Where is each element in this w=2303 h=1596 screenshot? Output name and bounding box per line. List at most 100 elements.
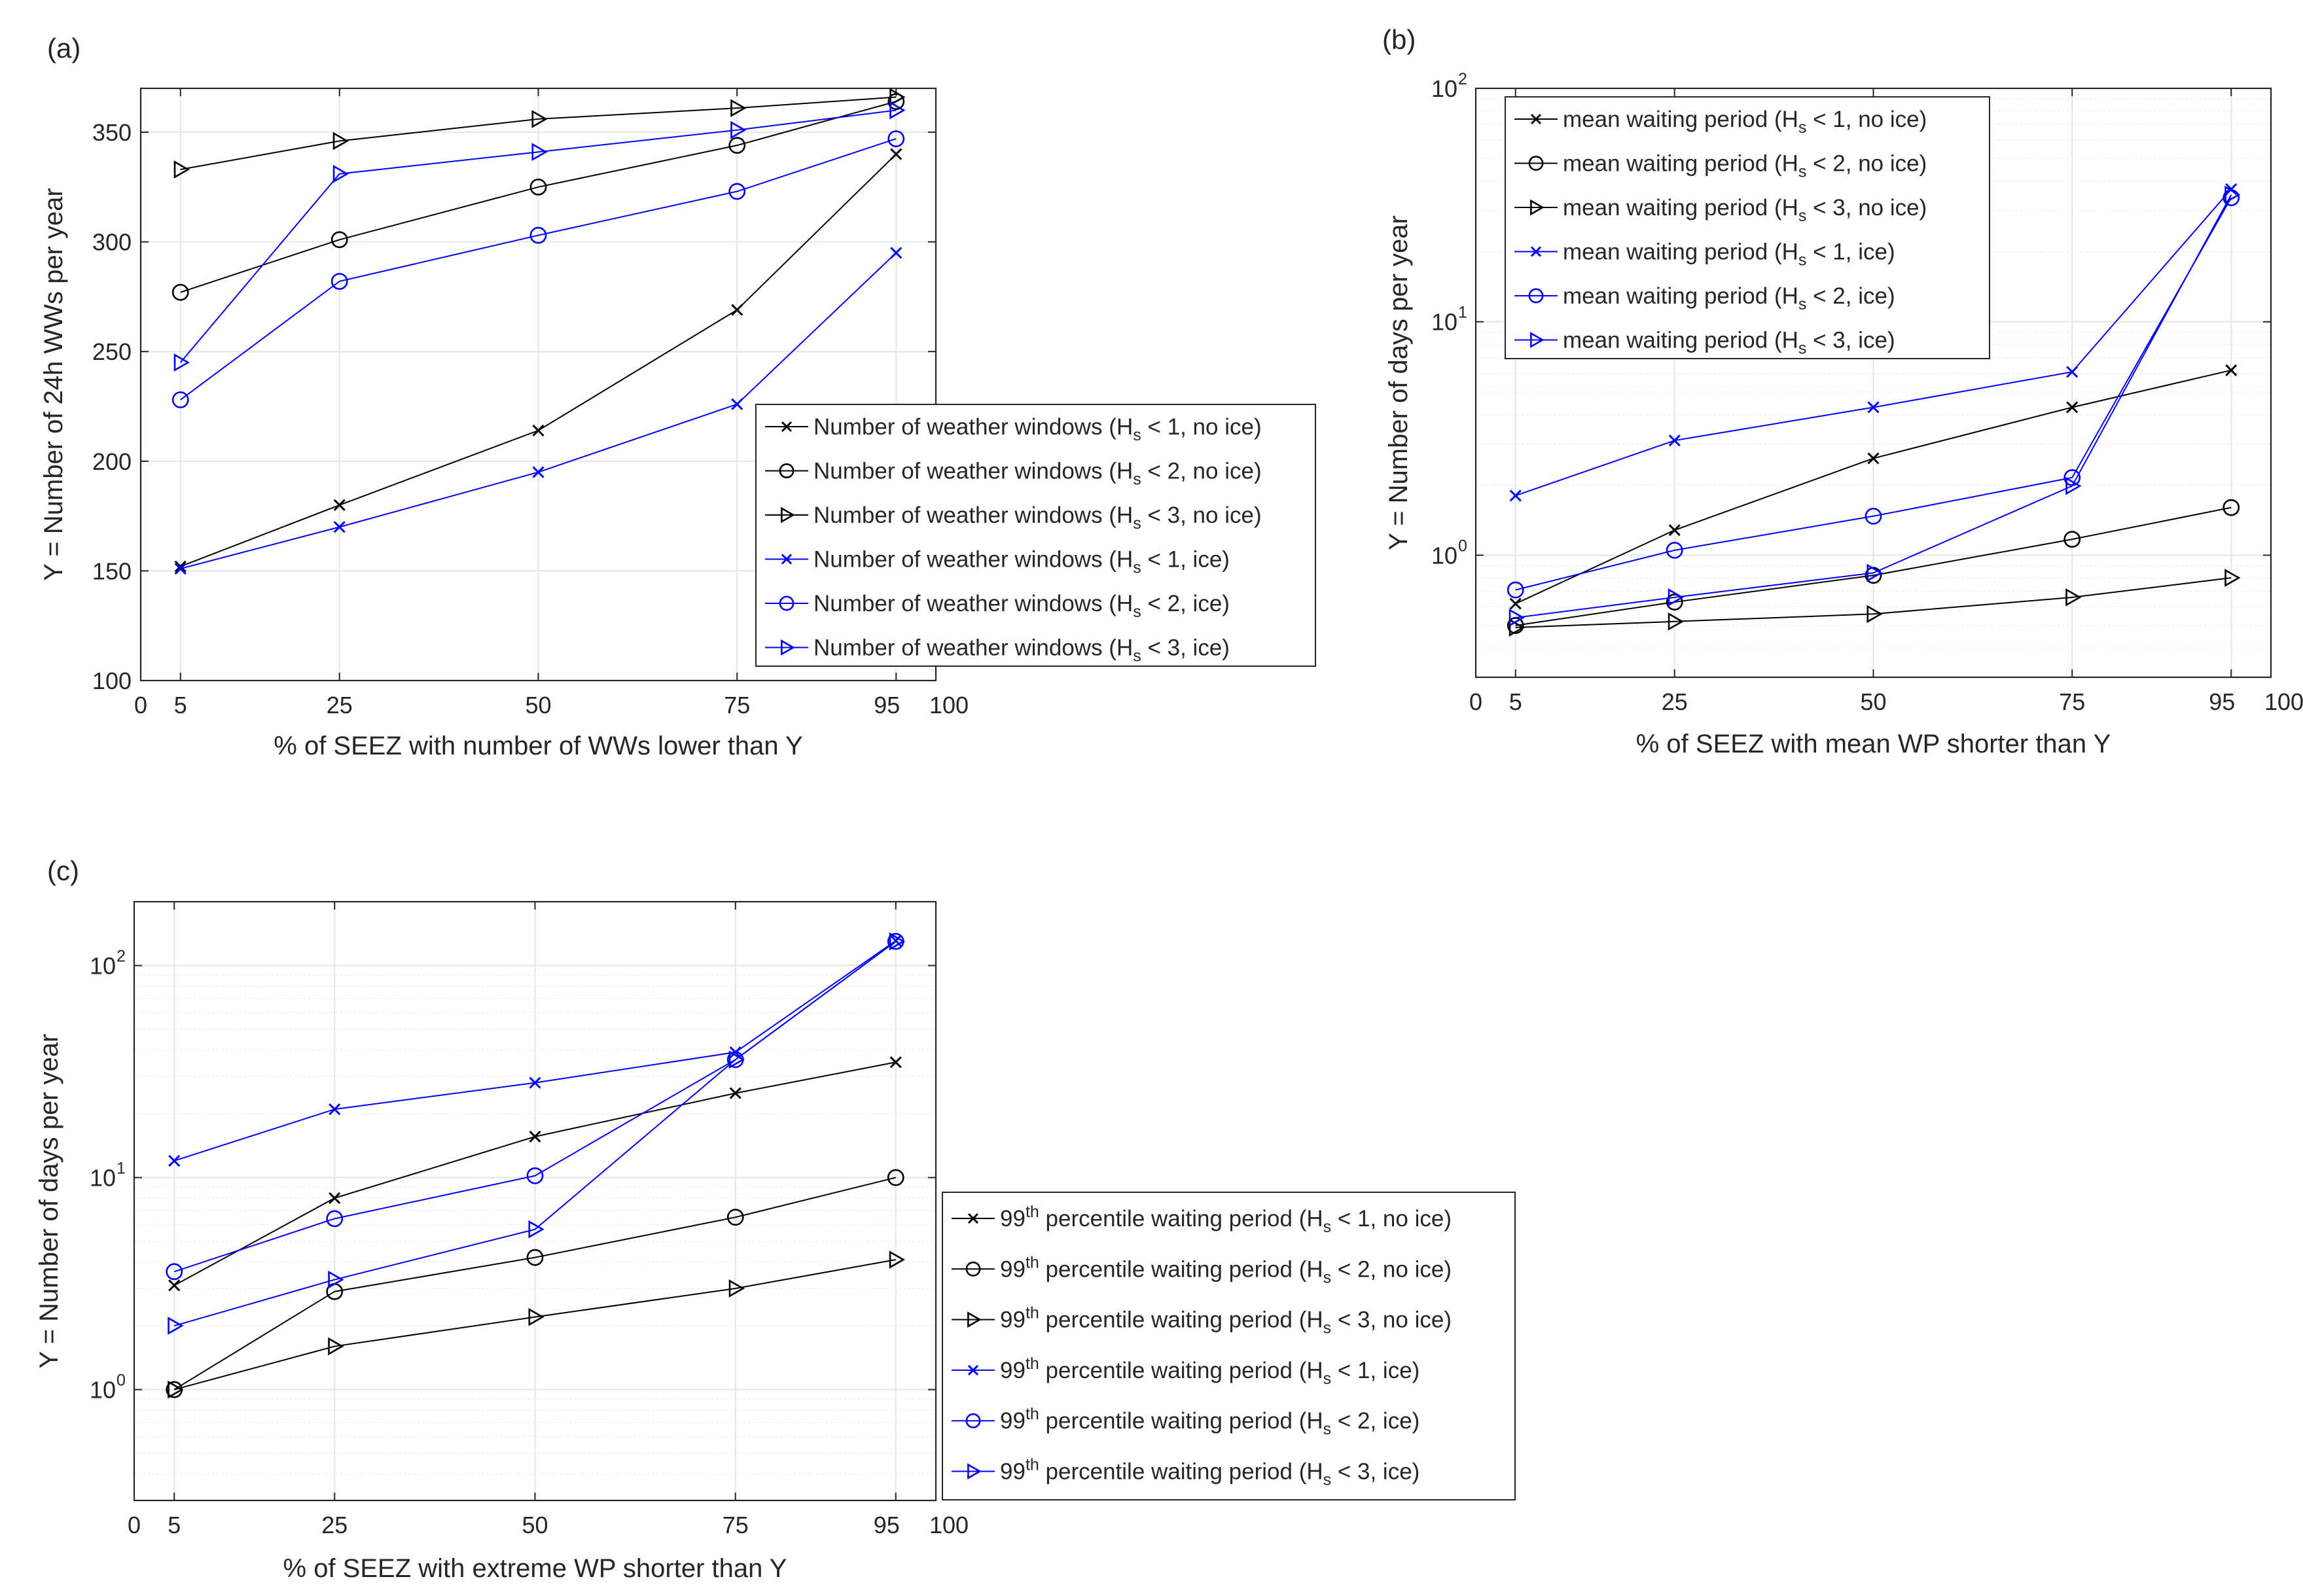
legend-label: mean waiting period (Hs < 2, ice) (1563, 283, 1895, 313)
x-tick-label: 0 (128, 1512, 141, 1538)
data-point (1507, 616, 1524, 634)
data-point (1668, 434, 1681, 447)
data-point (1509, 597, 1522, 610)
y-axis-label: Y = Number of 24h WWs per year (39, 188, 68, 581)
data-point (174, 560, 187, 573)
data-point (889, 88, 906, 107)
data-point (2066, 401, 2079, 414)
x-axis-label: % of SEEZ with extreme WP shorter than Y (283, 1554, 787, 1583)
series-line (1515, 197, 2232, 591)
legend-label: mean waiting period (Hs < 1, no ice) (1563, 107, 1927, 137)
data-point (168, 1154, 181, 1167)
legend-marker (967, 1311, 982, 1328)
y-tick-label: 10 (90, 953, 116, 980)
legend-entry: mean waiting period (Hs < 3, ice) (1514, 328, 1895, 358)
data-point (528, 1220, 545, 1239)
legend-marker (779, 463, 794, 478)
data-point (326, 1210, 344, 1228)
data-point (1668, 524, 1681, 537)
legend-box (942, 1192, 1516, 1500)
legend-marker (967, 1213, 979, 1224)
legend-label: mean waiting period (Hs < 3, ice) (1563, 328, 1895, 358)
data-point (1865, 507, 1882, 525)
x-tick-label: 5 (174, 692, 187, 718)
legend-box (1505, 96, 1990, 359)
series-line (180, 96, 897, 171)
series-b-5 (1507, 189, 2240, 599)
y-tick-label: 10 (90, 1165, 116, 1192)
series-b-3 (1509, 569, 2241, 637)
data-point (728, 137, 746, 154)
data-point (168, 1279, 181, 1292)
data-point (531, 110, 548, 128)
data-point (728, 183, 746, 200)
series-b-1 (1509, 364, 2238, 610)
y-axis-label: Y = Number of days per year (1384, 215, 1413, 550)
data-point (529, 1076, 541, 1089)
y-tick-exponent: 2 (1458, 70, 1467, 88)
legend-marker (779, 595, 794, 611)
panel-label: (c) (47, 855, 79, 886)
x-tick-label: 50 (1860, 688, 1886, 715)
data-point (332, 132, 349, 151)
legend-label: Number of weather windows (Hs < 3, no ic… (813, 503, 1262, 533)
x-tick-label: 5 (168, 1512, 181, 1538)
legend-marker (1530, 332, 1544, 348)
x-tick-label: 0 (1469, 688, 1482, 715)
x-tick-label: 25 (1662, 688, 1688, 715)
legend-entry: 99th percentile waiting period (Hs < 2, … (952, 1405, 1419, 1438)
series-c-6 (168, 932, 905, 1335)
y-tick-label: 250 (92, 338, 132, 365)
legend-marker (781, 506, 795, 523)
data-point (887, 130, 905, 147)
legend-label: 99th percentile waiting period (Hs < 2, … (1000, 1405, 1419, 1438)
data-point (330, 231, 348, 249)
data-point (887, 1169, 904, 1186)
y-tick-label: 350 (92, 119, 132, 146)
data-point (2065, 588, 2082, 607)
legend-label: Number of weather windows (Hs < 1, ice) (813, 547, 1230, 577)
data-point (1866, 563, 1883, 582)
x-tick-label: 50 (525, 692, 551, 718)
data-point (168, 1317, 184, 1335)
y-tick-label: 150 (92, 558, 132, 584)
legend-marker (781, 421, 793, 433)
y-tick-exponent: 0 (116, 1372, 126, 1390)
legend-marker (1528, 156, 1544, 171)
series-line (1515, 194, 2232, 618)
series-line (180, 101, 897, 293)
data-point (887, 93, 905, 111)
legend-a: Number of weather windows (Hs < 1, no ic… (755, 404, 1316, 667)
data-point (728, 1279, 745, 1298)
panel-label: (b) (1382, 24, 1416, 55)
data-point (528, 1307, 545, 1326)
data-point (529, 226, 547, 244)
series-b-4 (1509, 183, 2238, 502)
series-line (179, 109, 897, 363)
legend-entry: 99th percentile waiting period (Hs < 2, … (952, 1253, 1452, 1286)
data-point (2063, 531, 2081, 548)
legend-b: mean waiting period (Hs < 1, no ice) mean… (1505, 96, 1990, 359)
data-point (1666, 594, 1683, 611)
data-point (171, 391, 189, 408)
legend-entry: Number of weather windows (Hs < 1, ice) (765, 547, 1230, 577)
legend-marker (1528, 288, 1544, 304)
data-point (173, 353, 190, 372)
data-point (2224, 569, 2241, 587)
data-point (173, 160, 190, 179)
data-point (171, 283, 189, 301)
legend-label: mean waiting period (Hs < 3, no ice) (1563, 195, 1927, 225)
legend-entry: Number of weather windows (Hs < 2, ice) (765, 591, 1230, 621)
data-point (526, 1167, 544, 1184)
series-b-2 (1507, 499, 2240, 634)
y-tick-label: 10 (1431, 309, 1457, 336)
series-line (1515, 506, 2232, 626)
legend-entry: Number of weather windows (Hs < 3, ice) (765, 635, 1230, 665)
series-line (173, 1259, 896, 1391)
series-a-6 (173, 101, 906, 372)
series-line (1515, 577, 2232, 628)
legend-entry: mean waiting period (Hs < 2, no ice) (1514, 151, 1927, 181)
x-tick-label: 75 (2059, 688, 2085, 715)
panel-a: 0 5 25 50 75 95 100 100 150 200 250 300 350 % of SEEZ… (39, 33, 1316, 760)
